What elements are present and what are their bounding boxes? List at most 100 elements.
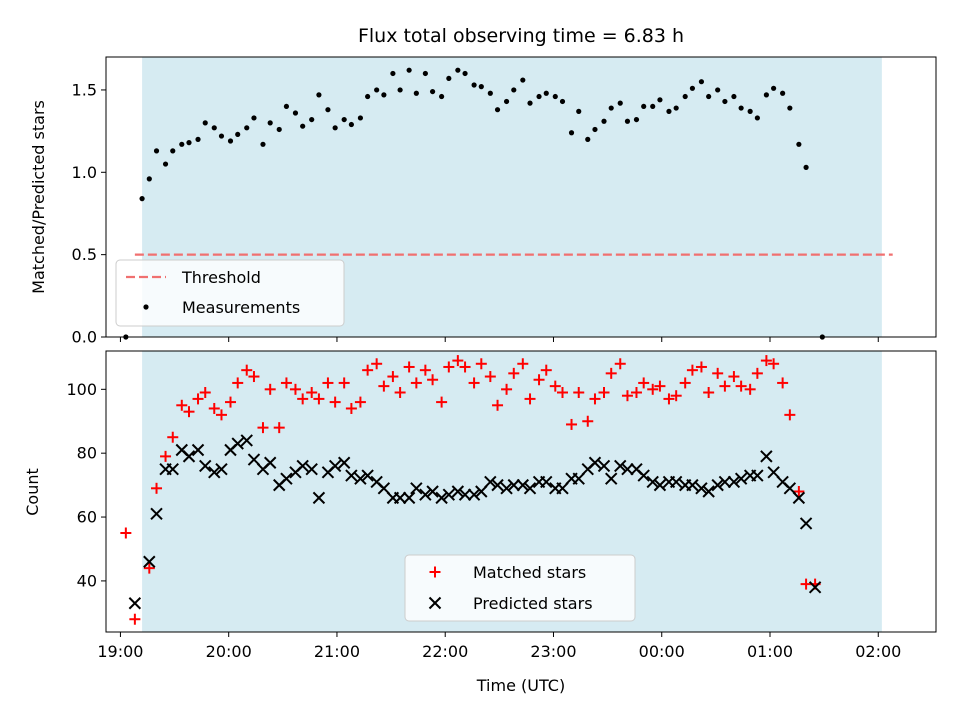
matched-star-point (362, 364, 374, 376)
measurement-point (235, 131, 241, 138)
measurement-point (592, 126, 598, 133)
measurement-point (211, 125, 217, 131)
predicted-star-point (393, 491, 407, 505)
predicted-star-point (402, 491, 416, 505)
y-tick-label: 1.5 (72, 80, 97, 99)
measurement-point (666, 108, 672, 114)
predicted-star-point (572, 472, 585, 485)
matched-star-point (403, 361, 415, 373)
predicted-star-point (523, 482, 537, 495)
measurement-point (601, 118, 607, 124)
y-tick-label: 0.0 (72, 328, 97, 347)
measurement-point (332, 125, 338, 131)
predicted-star-point (150, 507, 163, 521)
matched-star-point (468, 377, 480, 389)
matched-star-point (686, 364, 698, 376)
matched-star-point (345, 402, 357, 414)
measurement-point (543, 90, 549, 96)
measurement-point (478, 84, 484, 90)
legend-predicted-swatch (428, 596, 442, 610)
measurement-point (179, 141, 185, 147)
predicted-star-point (695, 482, 708, 495)
measurement-point (325, 107, 331, 113)
bottom-panel: 40 60 80 100 19:00 20:00 21:00 22:00 23:00 00:00… (23, 350, 937, 695)
matched-star-point (589, 393, 601, 405)
matched-star-point (768, 358, 780, 370)
matched-star-point (192, 393, 204, 405)
measurement-point (796, 141, 802, 147)
predicted-star-point (361, 469, 374, 482)
measurement-point (780, 90, 786, 96)
predicted-star-point (247, 453, 261, 466)
matched-star-point (436, 396, 448, 408)
matched-star-point (484, 371, 496, 383)
measurement-point (738, 105, 744, 111)
matched-star-point (322, 377, 334, 389)
matched-star-point (793, 486, 805, 497)
y-tick-label: 100 (66, 380, 97, 399)
top-y-axis: 0.0 0.5 1.0 1.5 (72, 80, 106, 347)
matched-star-point (557, 387, 568, 399)
matched-star-point (306, 387, 318, 399)
measurement-point (650, 103, 656, 110)
predicted-star-point (484, 475, 497, 489)
legend-matched-label: Matched stars (473, 563, 586, 582)
matched-star-point (679, 377, 691, 389)
measurement-point (413, 90, 419, 96)
measurement-point (309, 116, 315, 123)
measurement-point (747, 108, 753, 114)
measurement-point (170, 148, 176, 154)
predicted-star-point (442, 488, 456, 501)
matched-star-point (744, 383, 756, 395)
matched-star-point (605, 367, 617, 379)
measurement-point (803, 164, 809, 170)
matched-star-point (728, 371, 740, 383)
predicted-star-point (182, 450, 196, 463)
matched-star-point (232, 377, 244, 389)
top-y-axis-label: Matched/Predicted stars (29, 100, 48, 294)
matched-star-point (452, 355, 464, 367)
predicted-star-point (646, 475, 659, 489)
measurement-point (624, 118, 631, 124)
bottom-y-axis: 40 60 80 100 (66, 380, 106, 590)
bottom-axes-frame (105, 350, 937, 633)
measurement-point (698, 79, 705, 85)
legend-matched-swatch (429, 566, 441, 578)
matched-star-point (273, 422, 285, 434)
measurement-point (576, 108, 582, 114)
x-tick-label: 20:00 (206, 642, 252, 661)
matched-star-point (354, 396, 366, 408)
predicted-star-point (711, 478, 724, 492)
matched-star-point (208, 402, 220, 414)
measurement-point (227, 138, 234, 144)
predicted-star-point (556, 482, 569, 495)
matched-star-point (297, 393, 309, 405)
measurement-point (316, 92, 322, 98)
chart-title: Flux total observing time = 6.83 h (358, 25, 684, 47)
predicted-star-point (296, 459, 309, 473)
bottom-x-axis-label: Time (UTC) (476, 676, 565, 695)
measurement-point (754, 115, 760, 121)
measurement-point (186, 140, 192, 146)
predicted-star-point (500, 482, 513, 495)
matched-star-point (225, 396, 236, 408)
measurement-point (503, 98, 510, 105)
predicted-star-point (435, 491, 448, 505)
measurement-point (397, 87, 403, 93)
legend-measurements-swatch (143, 304, 149, 310)
matched-star-point (784, 409, 796, 421)
predicted-star-point (208, 466, 221, 479)
x-tick-label: 19:00 (97, 642, 143, 661)
matched-star-point (663, 393, 675, 405)
predicted-star-point (354, 472, 367, 485)
measurement-point (641, 103, 647, 110)
measurement-point (787, 105, 793, 111)
measurement-point (536, 93, 542, 100)
predicted-star-point (419, 488, 432, 501)
matched-star-point (176, 399, 188, 411)
matched-star-point (638, 377, 650, 389)
matched-star-point (492, 399, 504, 411)
matched-star-point (573, 387, 585, 399)
top-panel: 0.0 0.5 1.0 1.5 Flux total observing time =… (29, 25, 937, 347)
predicted-star-point (727, 475, 741, 489)
